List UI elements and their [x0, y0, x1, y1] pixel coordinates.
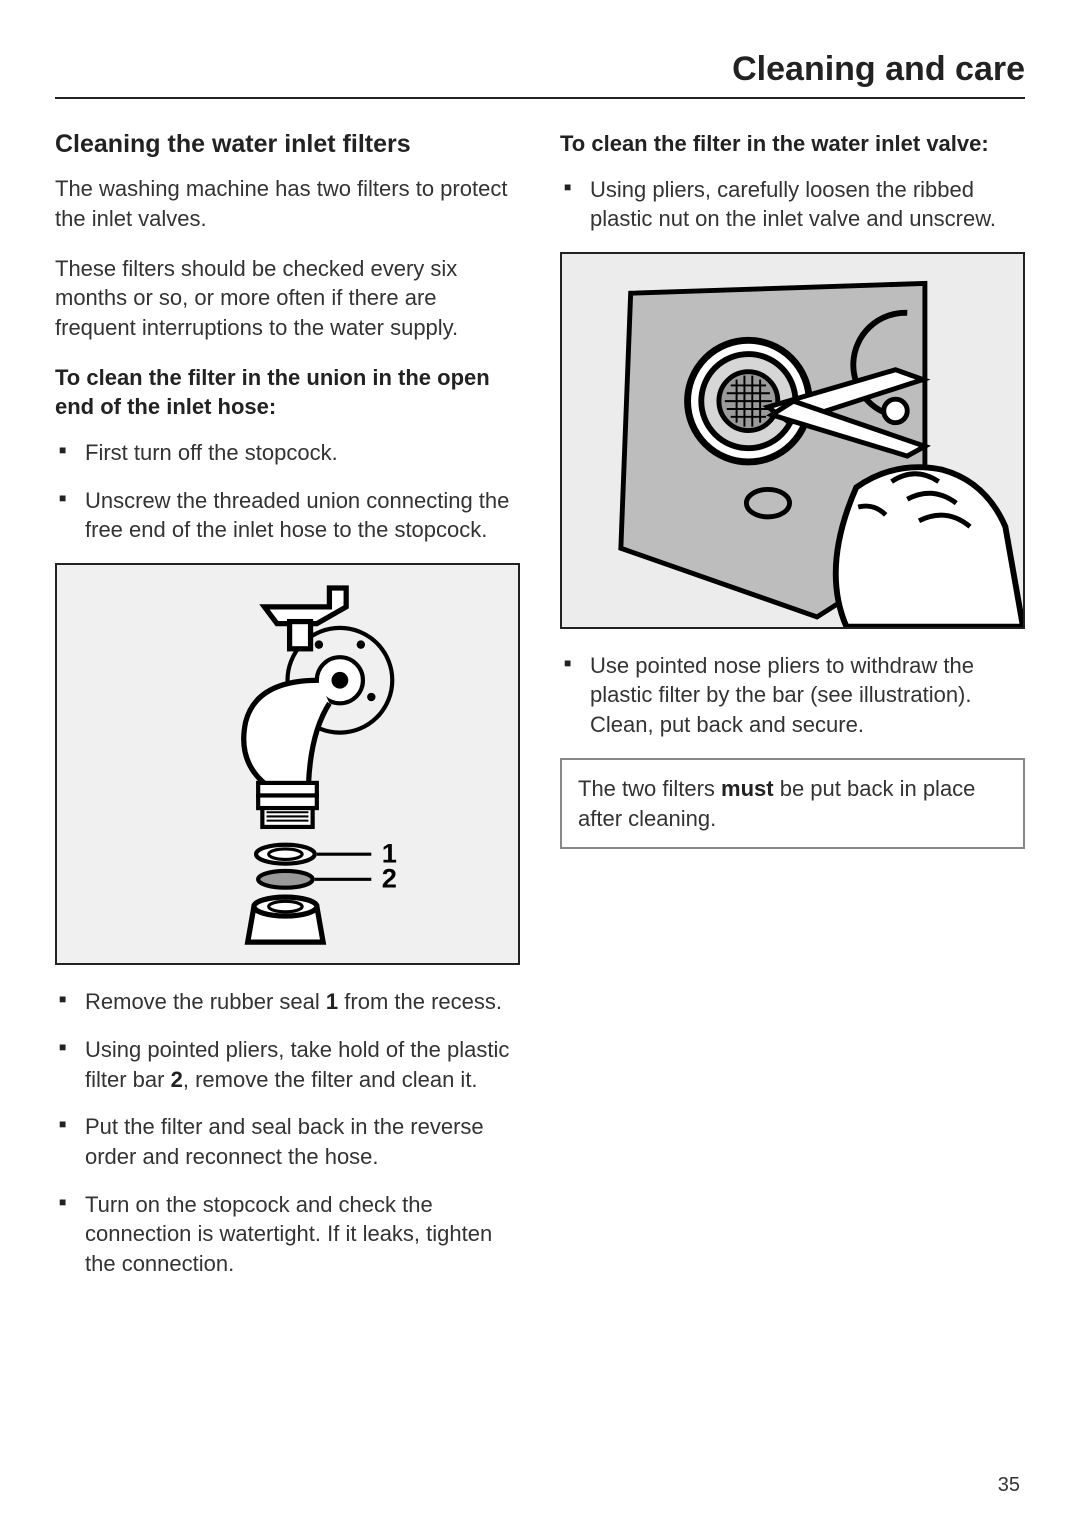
list-item: Using pliers, carefully loosen the ribbe… — [560, 175, 1025, 234]
note-text-part: The two filters — [578, 776, 721, 801]
pliers-icon — [562, 254, 1023, 627]
page-title: Cleaning and care — [732, 50, 1025, 89]
bold-ref: 1 — [326, 989, 338, 1014]
bullet-list: Using pliers, carefully loosen the ribbe… — [560, 175, 1025, 234]
note-box: The two filters must be put back in plac… — [560, 758, 1025, 849]
paragraph: These filters should be checked every si… — [55, 254, 520, 343]
two-column-layout: Cleaning the water inlet filters The was… — [55, 129, 1025, 1297]
bullet-list: Remove the rubber seal 1 from the recess… — [55, 987, 520, 1279]
list-text-part: Remove the rubber seal — [85, 989, 326, 1014]
figure-stopcock: 1 2 — [55, 563, 520, 965]
list-item: Remove the rubber seal 1 from the recess… — [55, 987, 520, 1017]
list-text-part: , remove the filter and clean it. — [183, 1067, 478, 1092]
page-header: Cleaning and care — [55, 50, 1025, 99]
list-text: Use pointed nose pliers to withdraw the … — [590, 653, 974, 737]
page-number: 35 — [998, 1474, 1020, 1497]
section-heading: Cleaning the water inlet filters — [55, 129, 520, 160]
list-text-part: from the recess. — [338, 989, 502, 1014]
list-text: First turn off the stopcock. — [85, 440, 338, 465]
list-item: Turn on the stopcock and check the conne… — [55, 1190, 520, 1279]
figure-inlet-valve — [560, 252, 1025, 629]
paragraph: The washing machine has two filters to p… — [55, 174, 520, 233]
note-bold: must — [721, 776, 774, 801]
figure-label-2: 2 — [382, 863, 397, 894]
page-content: Cleaning and care Cleaning the water inl… — [0, 0, 1080, 1337]
list-text: Unscrew the threaded union connecting th… — [85, 488, 509, 543]
list-item: Put the filter and seal back in the reve… — [55, 1112, 520, 1171]
bold-ref: 2 — [171, 1067, 183, 1092]
list-item: Unscrew the threaded union connecting th… — [55, 486, 520, 545]
right-column: To clean the filter in the water inlet v… — [560, 129, 1025, 1297]
bullet-list: Use pointed nose pliers to withdraw the … — [560, 651, 1025, 740]
list-item: First turn off the stopcock. — [55, 438, 520, 468]
list-text: Turn on the stopcock and check the conne… — [85, 1192, 492, 1276]
list-text: Using pliers, carefully loosen the ribbe… — [590, 177, 996, 232]
stopcock-icon: 1 2 — [57, 565, 518, 963]
list-item: Using pointed pliers, take hold of the p… — [55, 1035, 520, 1094]
sub-heading: To clean the filter in the water inlet v… — [560, 129, 1025, 159]
sub-heading: To clean the filter in the union in the … — [55, 363, 520, 422]
left-column: Cleaning the water inlet filters The was… — [55, 129, 520, 1297]
list-text: Put the filter and seal back in the reve… — [85, 1114, 484, 1169]
bullet-list: First turn off the stopcock. Unscrew the… — [55, 438, 520, 545]
list-item: Use pointed nose pliers to withdraw the … — [560, 651, 1025, 740]
